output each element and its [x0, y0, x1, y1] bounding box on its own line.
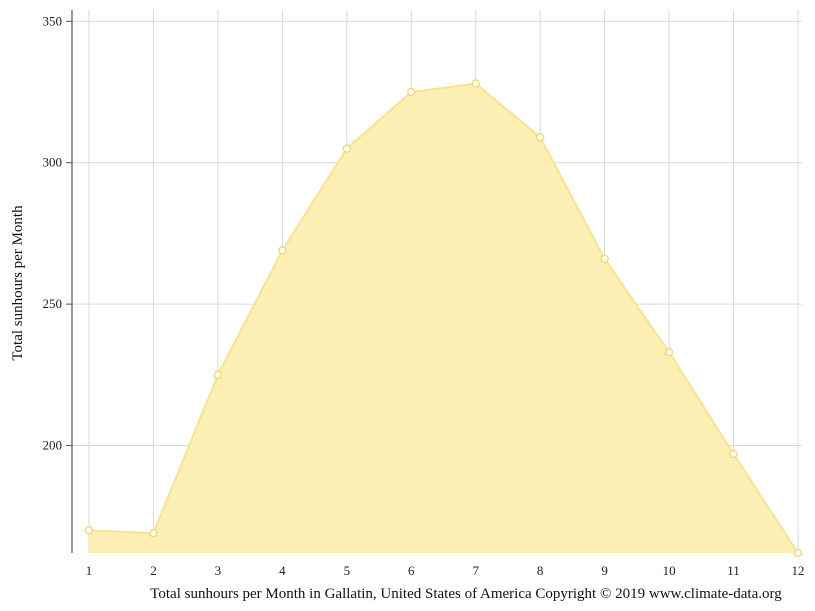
x-tick-label: 3: [215, 563, 222, 578]
x-tick-label: 8: [537, 563, 544, 578]
data-point: [213, 370, 223, 379]
area-fill: [89, 83, 798, 553]
x-tick-label: 11: [727, 563, 740, 578]
data-point: [600, 254, 609, 264]
x-tick-label: 7: [472, 563, 479, 578]
x-tick-label: 1: [86, 563, 93, 578]
y-tick-label: 300: [43, 155, 63, 170]
x-tick-label: 2: [150, 563, 157, 578]
data-point: [793, 548, 803, 558]
data-point: [149, 529, 158, 538]
y-tick-label: 200: [43, 438, 63, 453]
y-tick-label: 350: [43, 13, 63, 28]
x-tick-label: 9: [601, 563, 608, 578]
data-point: [729, 449, 738, 459]
data-point: [84, 526, 94, 535]
data-point: [278, 246, 287, 255]
x-tick-label: 4: [279, 563, 286, 578]
area-series: [88, 82, 799, 554]
area-line: [88, 82, 799, 554]
data-point: [342, 144, 351, 153]
y-axis-title: Total sunhours per Month: [10, 205, 26, 361]
data-point: [664, 348, 674, 357]
axes: [66, 10, 73, 553]
data-point: [471, 79, 480, 88]
data-point: [536, 133, 545, 142]
x-tick-label: 12: [792, 563, 805, 578]
y-tick-label: 250: [43, 296, 63, 311]
chart-caption: Total sunhours per Month in Gallatin, Un…: [150, 586, 782, 602]
x-tick-label: 10: [663, 563, 676, 578]
x-tick-label: 6: [408, 563, 415, 578]
data-point: [407, 87, 416, 97]
data-points: [84, 79, 803, 558]
x-tick-label: 5: [344, 563, 351, 578]
